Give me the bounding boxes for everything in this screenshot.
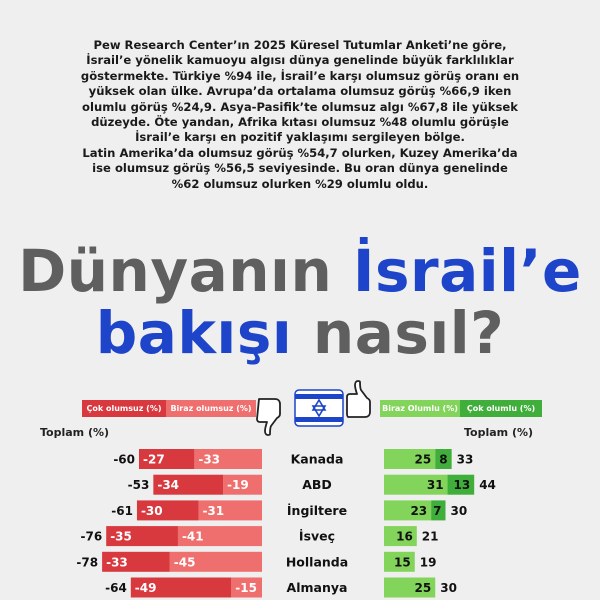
intro-line: olumlu görüş %24,9. Asya-Pasifik’te olum… xyxy=(82,99,518,114)
data-label-somewhat-negative: -15 xyxy=(235,581,257,595)
data-label-somewhat-positive: 15 xyxy=(394,555,411,569)
headline-line-2: bakışı nasıl? xyxy=(0,302,600,364)
bar-somewhat-positive xyxy=(384,577,436,598)
total-negative-label: -76 xyxy=(81,530,103,544)
data-label-somewhat-negative: -33 xyxy=(198,453,220,467)
total-negative-label: -64 xyxy=(105,581,127,595)
total-positive-label: 30 xyxy=(451,504,468,518)
bar-very-negative xyxy=(139,449,195,469)
intro-line: yüksek olan ülke. Avrupa’da ortalama olu… xyxy=(88,84,512,99)
bar-somewhat-positive xyxy=(384,474,448,495)
category-label: Hollanda xyxy=(286,554,348,569)
bar-very-negative xyxy=(136,500,199,521)
total-positive-label: 21 xyxy=(422,530,439,544)
data-label-very-negative: -35 xyxy=(110,530,132,544)
data-label-very-negative: -34 xyxy=(157,478,179,492)
bar-very-negative xyxy=(153,474,224,495)
bar-somewhat-negative xyxy=(223,474,262,495)
category-label: Kanada xyxy=(291,452,344,467)
intro-line: Pew Research Center’ın 2025 Küresel Tutu… xyxy=(93,38,507,52)
data-label-somewhat-negative: -19 xyxy=(227,478,249,492)
category-label: İngiltere xyxy=(287,503,347,518)
data-label-somewhat-positive: 25 xyxy=(415,581,432,595)
data-label-very-positive: 7 xyxy=(433,504,441,518)
bar-very-positive xyxy=(431,500,446,521)
bar-somewhat-negative xyxy=(177,526,262,547)
headline-part-2: İsrail’e xyxy=(352,237,582,305)
thumbs-down-icon xyxy=(256,398,281,436)
legend-somewhat-negative: Biraz olumsuz (%) xyxy=(166,400,256,417)
headline-part-1: Dünyanın xyxy=(18,237,353,305)
data-label-very-positive: 8 xyxy=(439,453,447,467)
data-label-somewhat-positive: 31 xyxy=(427,478,444,492)
total-positive-label: 30 xyxy=(440,581,457,595)
data-label-very-negative: -30 xyxy=(141,504,163,518)
thumbs-up-icon xyxy=(346,380,371,418)
intro-line: %62 olumsuz olurken %29 olumlu oldu. xyxy=(171,176,429,191)
data-label-somewhat-positive: 16 xyxy=(396,530,413,544)
legend-very-positive: Çok olumlu (%) xyxy=(460,400,542,417)
headline-part-4: nasıl? xyxy=(292,299,505,367)
bar-very-negative xyxy=(102,551,170,572)
total-positive-label: 44 xyxy=(479,478,496,492)
bar-somewhat-positive xyxy=(384,449,436,469)
bar-somewhat-negative xyxy=(231,577,262,598)
bar-very-negative xyxy=(106,526,178,547)
total-negative-label: -60 xyxy=(113,453,135,467)
data-label-very-negative: -33 xyxy=(106,555,128,569)
intro-line: İsrail’e karşı en pozitif yaklaşımı serg… xyxy=(135,130,465,145)
israel-flag-icon xyxy=(294,389,344,427)
bar-very-positive xyxy=(447,474,475,495)
headline-part-3: bakışı xyxy=(95,299,293,367)
bar-very-positive xyxy=(435,449,452,469)
category-label: ABD xyxy=(302,477,332,492)
data-label-very-positive: 13 xyxy=(453,478,470,492)
data-label-somewhat-positive: 23 xyxy=(410,504,427,518)
total-negative-label: -61 xyxy=(111,504,133,518)
column-header-left: Toplam (%) xyxy=(40,426,110,439)
category-label: İsveç xyxy=(299,529,335,544)
legend-somewhat-positive: Biraz Olumlu (%) xyxy=(380,400,460,417)
data-label-somewhat-negative: -41 xyxy=(182,530,204,544)
bar-somewhat-positive xyxy=(384,551,415,572)
data-label-very-negative: -27 xyxy=(143,453,165,467)
category-label: Almanya xyxy=(287,580,348,595)
data-label-somewhat-positive: 25 xyxy=(415,453,432,467)
data-label-somewhat-negative: -31 xyxy=(202,504,224,518)
column-header-right: Toplam (%) xyxy=(464,426,534,439)
intro-line: İsrail’e yönelik kamuoyu algısı dünya ge… xyxy=(86,53,514,68)
legend-very-negative: Çok olumsuz (%) xyxy=(82,400,166,417)
headline-line-1: Dünyanın İsrail’e xyxy=(0,240,600,302)
intro-line: Latin Amerika’da olumsuz görüş %54,7 olu… xyxy=(82,145,518,160)
bar-somewhat-negative xyxy=(198,500,262,521)
total-positive-label: 33 xyxy=(457,453,474,467)
intro-paragraph: Pew Research Center’ın 2025 Küresel Tutu… xyxy=(40,38,560,192)
intro-line: düzeyde. Öte yandan, Afrika kıtası olums… xyxy=(91,115,509,130)
bar-somewhat-positive xyxy=(384,500,432,521)
intro-line: ise olumsuz görüş %56,5 seviyesinde. Bu … xyxy=(92,161,508,176)
data-label-somewhat-negative: -45 xyxy=(174,555,196,569)
data-label-very-negative: -49 xyxy=(135,581,157,595)
bar-very-negative xyxy=(130,577,232,598)
total-negative-label: -78 xyxy=(76,555,98,569)
bar-somewhat-positive xyxy=(384,526,417,547)
bar-somewhat-negative xyxy=(194,449,262,469)
bar-somewhat-negative xyxy=(169,551,262,572)
total-negative-label: -53 xyxy=(128,478,150,492)
intro-line: göstermekte. Türkiye %94 ile, İsrail’e k… xyxy=(80,68,520,83)
total-positive-label: 19 xyxy=(420,555,437,569)
